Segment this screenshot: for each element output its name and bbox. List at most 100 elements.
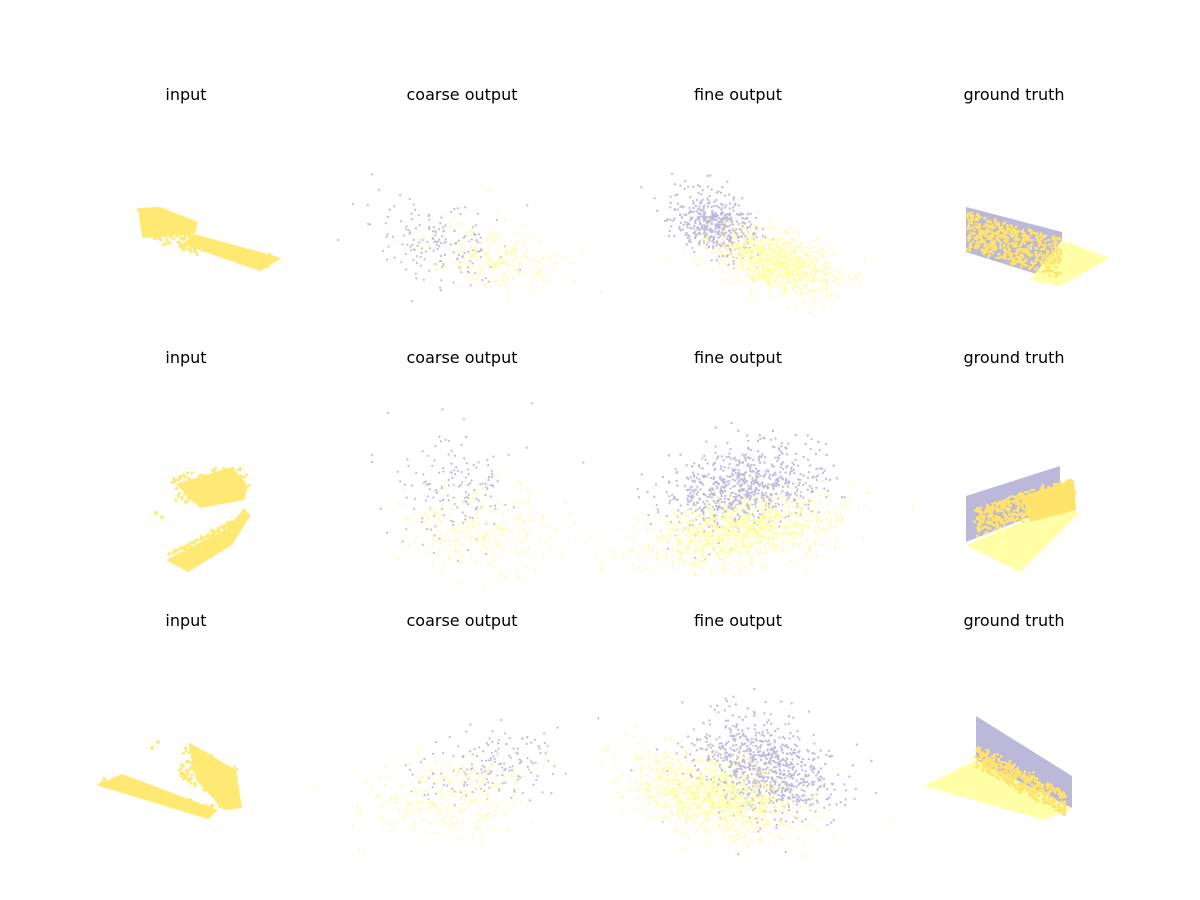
point — [1025, 264, 1028, 267]
point — [1051, 235, 1055, 239]
point — [699, 200, 703, 203]
point — [443, 241, 446, 244]
point — [743, 237, 746, 240]
point — [966, 236, 970, 240]
point — [785, 447, 788, 450]
point — [516, 514, 519, 518]
point — [710, 223, 713, 226]
point — [483, 282, 486, 286]
point — [708, 229, 712, 232]
point — [475, 278, 478, 281]
point — [702, 206, 705, 209]
point — [762, 520, 766, 523]
point — [1050, 260, 1054, 263]
point — [786, 273, 790, 276]
point — [490, 262, 493, 265]
point — [702, 507, 705, 511]
point — [171, 220, 175, 224]
point — [461, 499, 465, 502]
point — [465, 500, 468, 504]
point — [763, 271, 766, 274]
point — [666, 547, 670, 550]
point — [463, 531, 466, 534]
point — [750, 495, 753, 498]
point — [695, 539, 698, 542]
point — [697, 191, 700, 195]
point — [708, 219, 712, 222]
point — [239, 466, 242, 470]
point — [732, 495, 736, 499]
point — [460, 470, 463, 474]
point — [484, 541, 487, 544]
point — [452, 251, 455, 254]
point — [764, 279, 767, 282]
point — [771, 278, 774, 281]
point — [493, 504, 497, 507]
point — [702, 519, 706, 522]
point — [734, 247, 737, 250]
point — [244, 485, 248, 489]
point — [774, 508, 777, 511]
point — [785, 256, 788, 259]
point — [792, 468, 796, 472]
point — [764, 473, 767, 476]
point — [190, 231, 194, 235]
point — [403, 483, 406, 486]
point — [706, 462, 709, 465]
point — [485, 531, 488, 535]
point — [700, 533, 704, 536]
point — [1033, 268, 1037, 272]
point — [783, 266, 786, 269]
point — [178, 225, 182, 229]
point — [747, 533, 750, 536]
point — [756, 482, 760, 485]
point — [786, 485, 790, 488]
point — [687, 541, 690, 545]
point — [725, 456, 728, 459]
point — [176, 478, 180, 482]
point — [501, 256, 504, 260]
point — [818, 467, 821, 470]
point — [431, 533, 435, 536]
point — [731, 529, 735, 532]
point — [486, 547, 489, 550]
point — [785, 231, 788, 234]
point — [827, 267, 831, 270]
point — [806, 476, 810, 480]
point — [519, 262, 522, 265]
point — [741, 229, 745, 232]
point — [495, 279, 498, 282]
point — [214, 466, 217, 470]
point — [511, 264, 514, 268]
point — [512, 501, 516, 504]
point — [244, 513, 248, 517]
point — [757, 273, 761, 277]
point — [203, 494, 207, 498]
point — [788, 249, 791, 252]
point — [462, 260, 466, 263]
point — [804, 482, 807, 485]
point — [783, 499, 786, 502]
point — [177, 229, 181, 234]
point — [968, 213, 972, 217]
point — [695, 210, 698, 213]
point — [999, 246, 1003, 250]
point — [795, 285, 798, 288]
point — [767, 538, 771, 541]
point — [815, 475, 818, 479]
point — [709, 505, 713, 508]
point — [723, 562, 727, 566]
point — [471, 492, 474, 496]
point — [390, 529, 393, 532]
point — [337, 238, 340, 242]
point — [820, 493, 823, 496]
point — [555, 262, 558, 265]
point — [752, 493, 755, 497]
point — [752, 267, 756, 271]
point — [781, 285, 784, 289]
point — [668, 502, 671, 505]
point — [686, 522, 690, 525]
point — [714, 426, 717, 429]
point — [736, 499, 739, 502]
point — [821, 471, 825, 475]
